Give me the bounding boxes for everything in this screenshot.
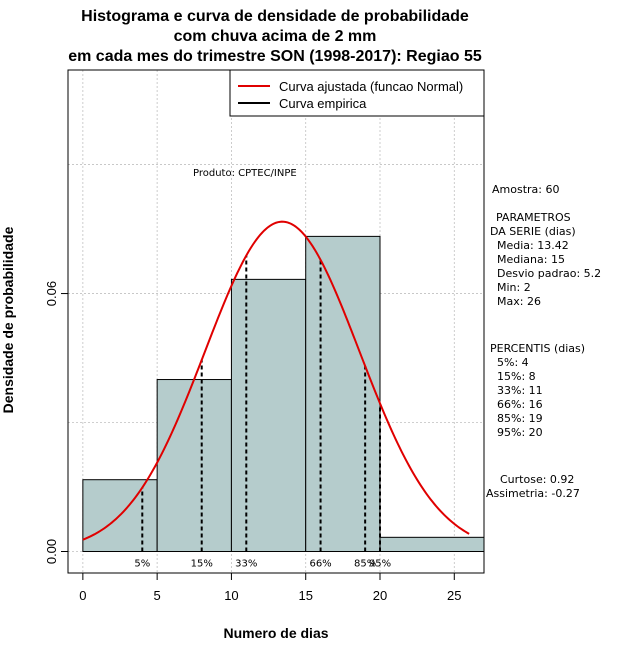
y-tick-label: 0.00: [44, 539, 59, 564]
histogram-bar: [305, 235, 381, 553]
stat-sample: Amostra: 60: [492, 183, 559, 196]
stats-panel: Amostra: 60 PARAMETROS DA SERIE (dias) M…: [486, 183, 601, 500]
x-tick-label: 20: [373, 588, 387, 603]
histogram-bar: [156, 379, 232, 553]
stat-p85: 85%: 19: [497, 412, 543, 425]
stat-assimetria: Assimetria: -0.27: [486, 487, 580, 500]
stat-max: Max: 26: [497, 295, 541, 308]
stat-p66: 66%: 16: [497, 398, 543, 411]
stat-mean: Media: 13.42: [497, 239, 569, 252]
x-axis: 0 5 10 15 20 25: [79, 572, 462, 603]
histogram-bars: [82, 235, 485, 553]
x-tick-label: 0: [79, 588, 86, 603]
histogram-bar: [379, 536, 485, 553]
y-axis: 0.00 0.06: [44, 281, 69, 564]
x-axis-label: Numero de dias: [223, 625, 328, 641]
percentile-label: 95%: [369, 559, 391, 570]
stat-params-title-1: PARAMETROS: [496, 211, 571, 224]
chart-title-line-3: em cada mes do trimestre SON (1998-2017)…: [68, 48, 482, 65]
stat-median: Mediana: 15: [497, 253, 565, 266]
legend-label-empirical: Curva empirica: [279, 96, 367, 111]
x-tick-label: 5: [154, 588, 161, 603]
x-tick-label: 25: [447, 588, 461, 603]
chart-title-line-1: Histograma e curva de densidade de proba…: [81, 8, 469, 25]
legend-label-normal: Curva ajustada (funcao Normal): [279, 79, 463, 94]
stat-p5: 5%: 4: [497, 356, 529, 369]
y-tick-label: 0.06: [44, 281, 59, 306]
percentile-label: 85%: [354, 559, 376, 570]
percentile-label: 33%: [235, 559, 257, 570]
stat-params-title-2: DA SERIE (dias): [490, 225, 576, 238]
x-tick-label: 10: [224, 588, 238, 603]
x-tick-label: 15: [298, 588, 312, 603]
stat-min: Min: 2: [497, 281, 531, 294]
percentile-label: 5%: [134, 559, 150, 570]
percentile-lines: [141, 255, 381, 552]
stat-p15: 15%: 8: [497, 370, 536, 383]
y-axis-label: Densidade de probabilidade: [0, 226, 16, 413]
product-label: Produto: CPTEC/INPE: [193, 168, 297, 179]
normal-curve: [82, 220, 470, 541]
histogram-bar: [230, 278, 307, 553]
legend-box: [229, 69, 485, 117]
stat-percentis-title: PERCENTIS (dias): [490, 342, 585, 355]
stat-sd: Desvio padrao: 5.2: [497, 267, 601, 280]
percentile-labels: 5% 15% 33% 66% 85%95%: [134, 559, 391, 570]
legend: Curva ajustada (funcao Normal) Curva emp…: [229, 69, 485, 117]
stat-curtose: Curtose: 0.92: [500, 473, 574, 486]
percentile-label: 15%: [191, 559, 213, 570]
stat-p33: 33%: 11: [497, 384, 543, 397]
normal-curve-group: [82, 220, 470, 541]
percentile-label: 66%: [309, 559, 331, 570]
stat-p95: 95%: 20: [497, 426, 543, 439]
chart-title-line-2: com chuva acima de 2 mm: [174, 28, 377, 45]
